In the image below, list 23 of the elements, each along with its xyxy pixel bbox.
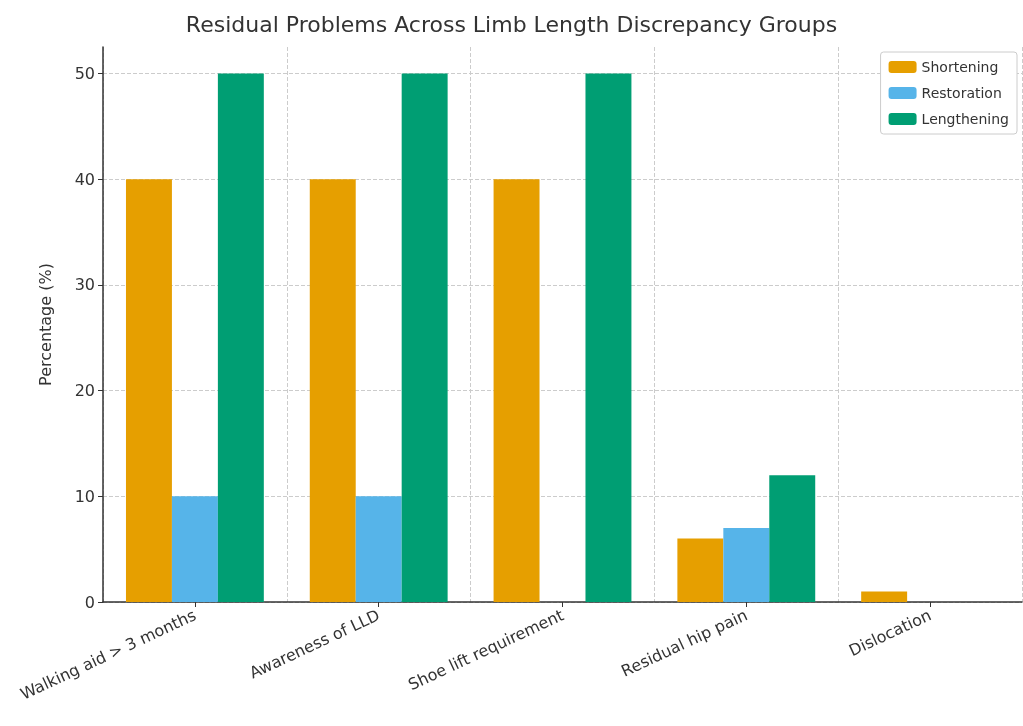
bar [585, 73, 632, 602]
bar [723, 528, 770, 602]
legend-label: Restoration [921, 85, 1002, 101]
bar [493, 179, 540, 602]
y-tick-label: 10 [74, 486, 95, 506]
bar [861, 591, 908, 602]
y-axis-title: Percentage (%) [35, 263, 55, 386]
y-tick-label: 0 [84, 592, 95, 612]
legend-label: Lengthening [921, 111, 1010, 127]
bar [217, 73, 264, 602]
chart-title: Residual Problems Across Limb Length Discrepancy Groups [185, 11, 838, 37]
legend-label: Shortening [921, 59, 999, 75]
bar [355, 496, 402, 602]
bar [171, 496, 218, 602]
bar [125, 179, 172, 602]
bar [309, 179, 356, 602]
y-tick-label: 50 [74, 63, 95, 83]
y-tick-label: 30 [74, 275, 95, 295]
y-tick-label: 20 [74, 381, 95, 401]
bar [769, 475, 816, 602]
y-tick-label: 40 [74, 169, 95, 189]
bar [677, 538, 724, 602]
bar [401, 73, 448, 602]
